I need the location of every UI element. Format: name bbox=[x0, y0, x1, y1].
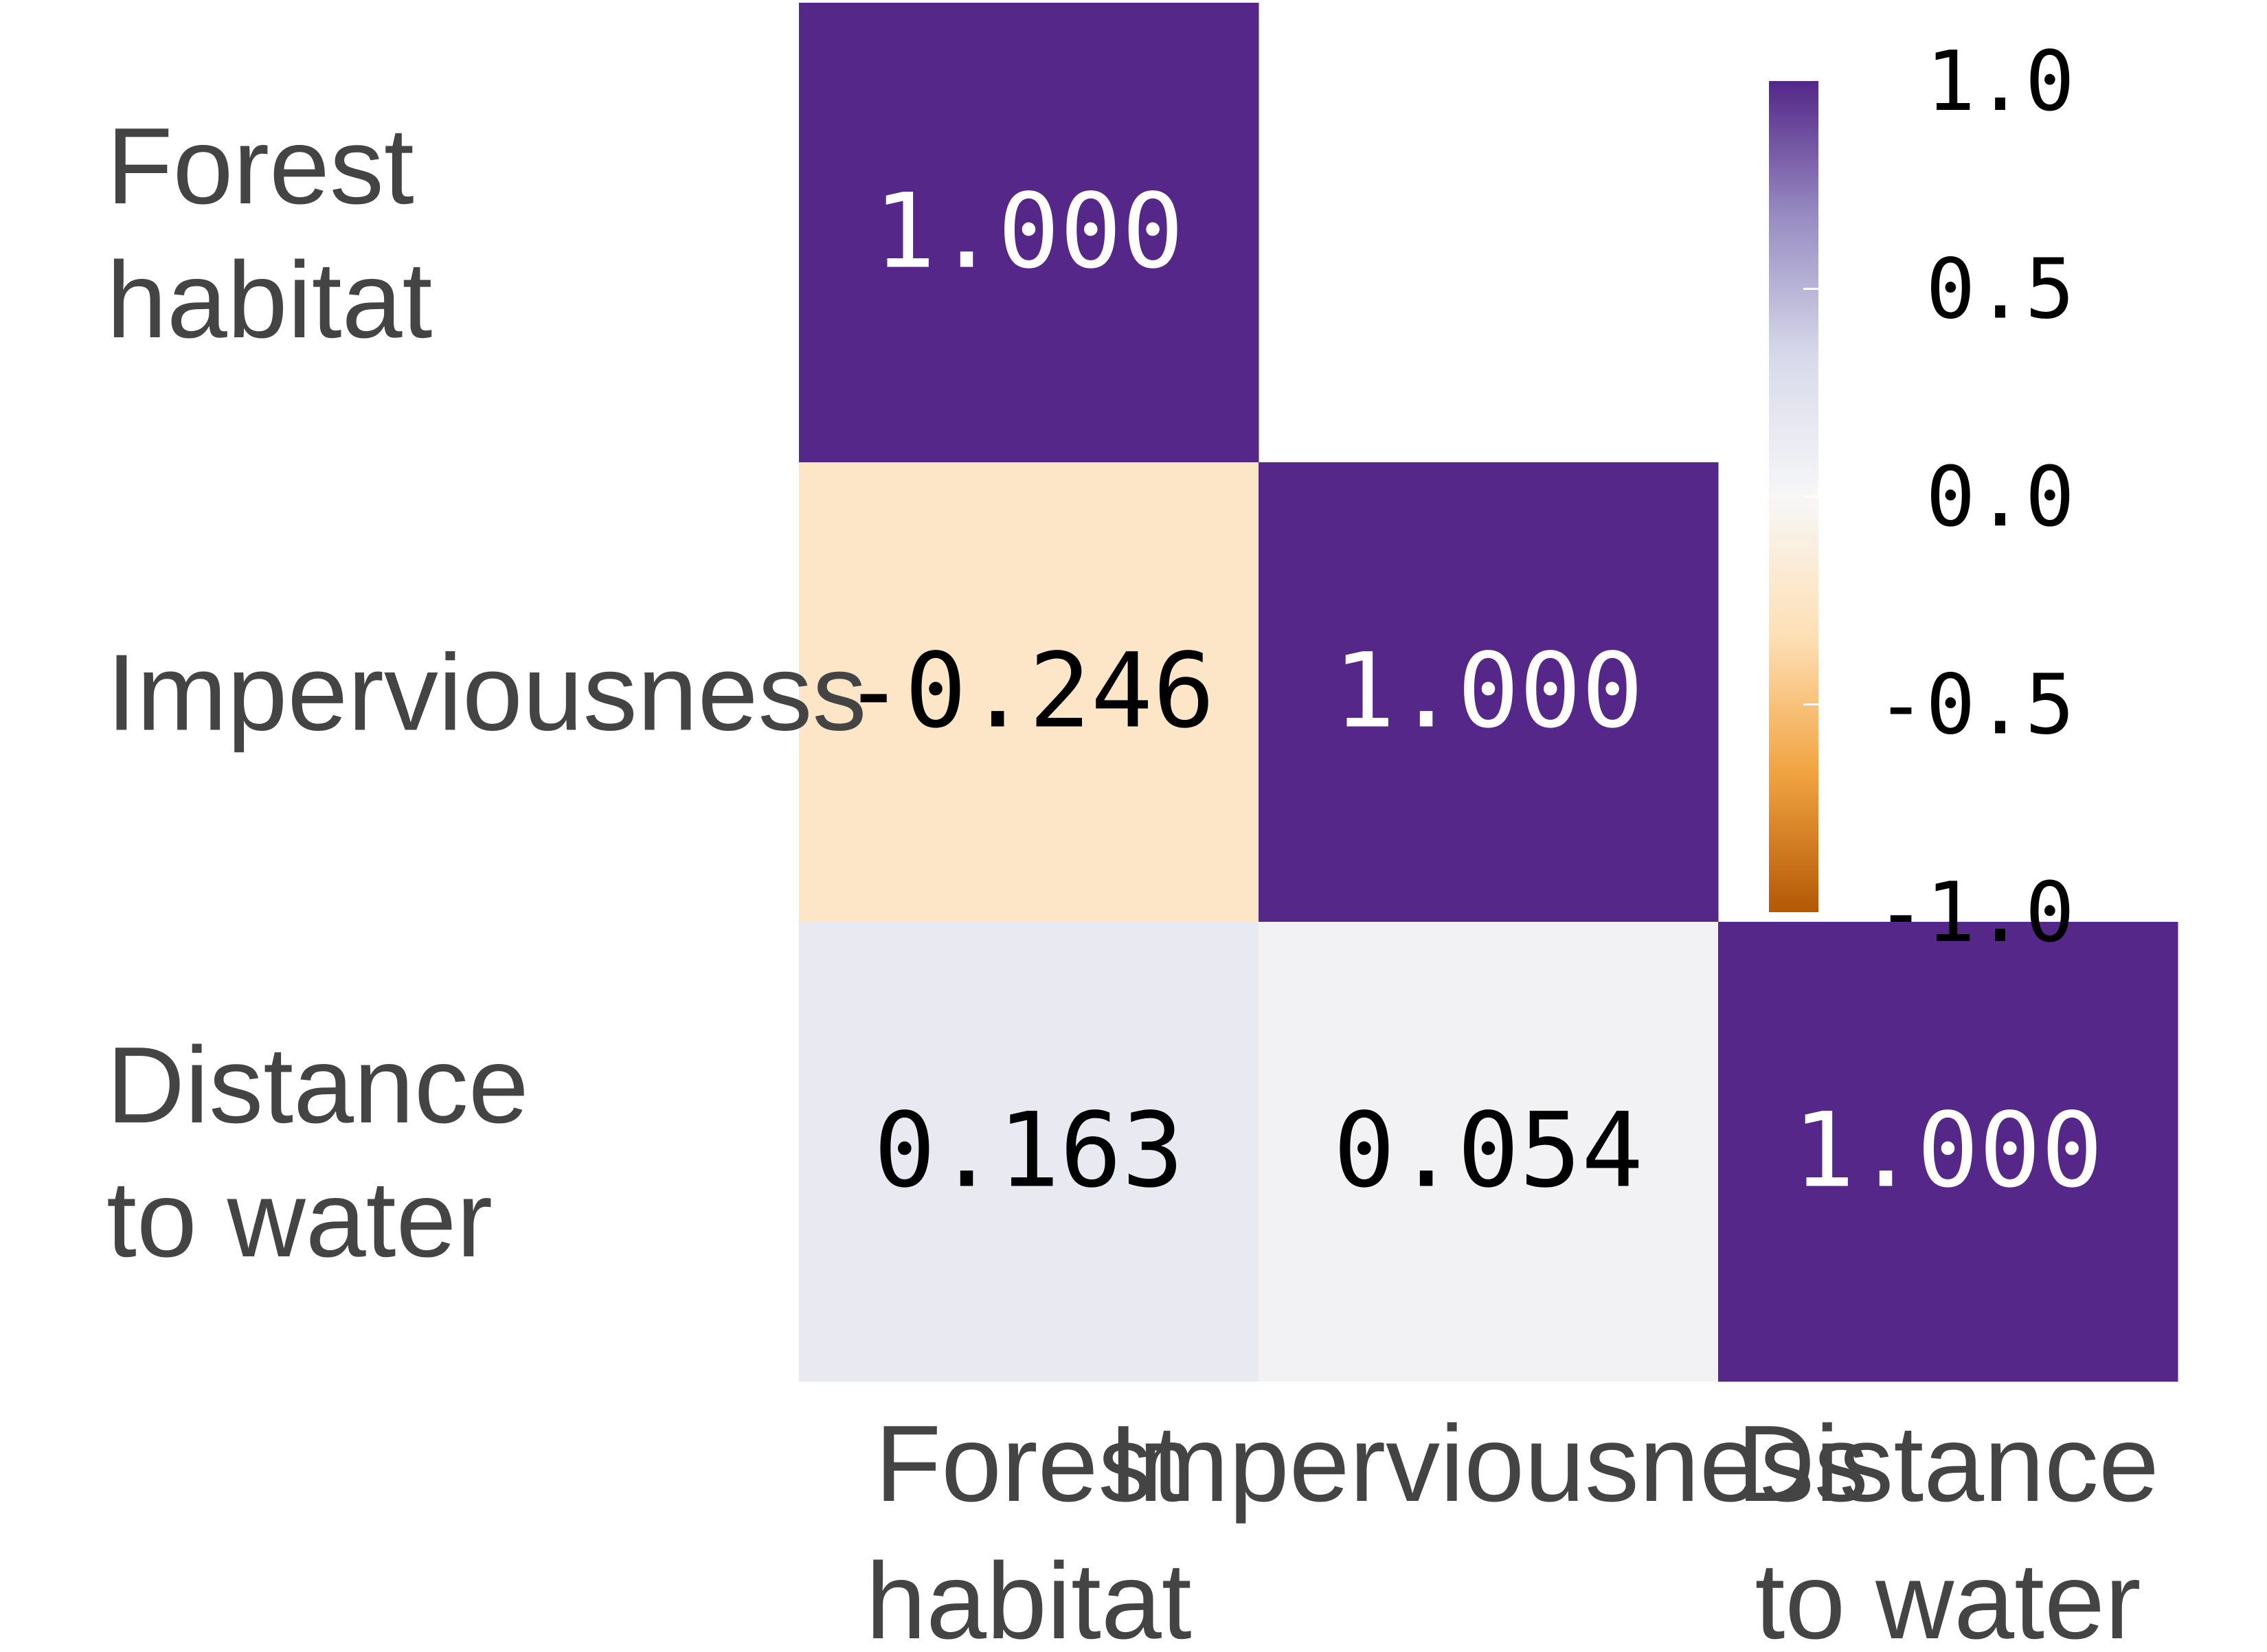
heatmap-cell-value: 1.000 bbox=[1793, 1091, 2104, 1211]
colorbar-tick-label: 0.5 bbox=[1926, 242, 2075, 338]
heatmap-cell-rect bbox=[1259, 462, 1719, 923]
heatmap-cell: 1.000 bbox=[1259, 462, 1719, 923]
heatmap-cell: -0.246 bbox=[799, 462, 1259, 923]
heatmap-cell-value: 0.054 bbox=[1333, 1091, 1644, 1211]
heatmap-cells: 1.000 -0.246 1.000 0.163 0.054 1.000 bbox=[799, 3, 2178, 1382]
column-label-line: habitat bbox=[866, 1541, 1191, 1649]
heatmap-cell: 0.163 bbox=[799, 922, 1259, 1382]
heatmap-cell: 1.000 bbox=[1718, 922, 2178, 1382]
column-label-line: Forest bbox=[875, 1403, 1183, 1524]
colorbar-tick-label: 0.0 bbox=[1926, 450, 2075, 545]
row-label-line: to water bbox=[106, 1159, 493, 1280]
heatmap-cell-value: 0.163 bbox=[874, 1091, 1184, 1211]
heatmap-cell: 1.000 bbox=[799, 3, 1259, 463]
heatmap-cell-rect bbox=[1718, 922, 2178, 1382]
column-label-line: Distance bbox=[1737, 1403, 2159, 1524]
row-label-line: Imperviousness bbox=[106, 633, 866, 754]
column-label-line: to water bbox=[1755, 1541, 2141, 1649]
colorbar-tick-label: -0.5 bbox=[1876, 658, 2075, 754]
heatmap-cell-value: -0.246 bbox=[843, 632, 1215, 751]
row-label: Forest habitat bbox=[106, 106, 432, 361]
heatmap-cell-rect bbox=[1259, 922, 1719, 1382]
colorbar: 1.0 0.5 0.0 -0.5 -1.0 bbox=[1769, 34, 2075, 961]
column-label: Imperviousness bbox=[1108, 1403, 1868, 1524]
column-label: Distance to water bbox=[1737, 1403, 2159, 1649]
heatmap-cell-rect bbox=[799, 462, 1259, 923]
heatmap-cell-rect bbox=[799, 3, 1259, 463]
heatmap-cell-value: 1.000 bbox=[1333, 632, 1644, 751]
colorbar-tick-label: 1.0 bbox=[1926, 34, 2075, 130]
row-label: Imperviousness bbox=[106, 633, 866, 754]
row-label: Distance to water bbox=[106, 1025, 529, 1280]
row-label-line: habitat bbox=[106, 240, 432, 361]
heatmap-cell-value: 1.000 bbox=[874, 172, 1184, 292]
row-label-line: Distance bbox=[106, 1025, 529, 1146]
heatmap-cell: 0.054 bbox=[1259, 922, 1719, 1382]
column-label-line: Imperviousness bbox=[1108, 1403, 1868, 1524]
row-label-line: Forest bbox=[106, 106, 414, 227]
heatmap-cell-rect bbox=[799, 922, 1259, 1382]
row-labels: Forest habitat Imperviousness Distance to wa… bbox=[106, 106, 866, 1280]
colorbar-tick-label: -1.0 bbox=[1876, 865, 2075, 961]
column-label: Forest habitat bbox=[866, 1403, 1191, 1649]
